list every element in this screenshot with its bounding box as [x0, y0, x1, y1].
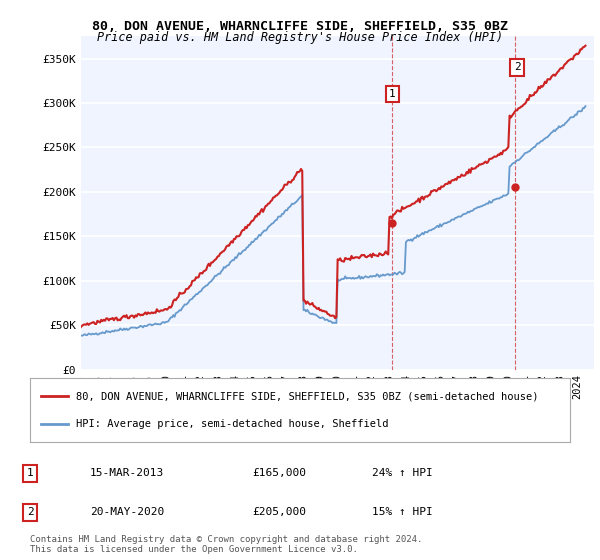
Text: 15-MAR-2013: 15-MAR-2013	[90, 468, 164, 478]
Text: 15% ↑ HPI: 15% ↑ HPI	[372, 507, 433, 517]
Text: 1: 1	[389, 89, 395, 99]
Text: £165,000: £165,000	[252, 468, 306, 478]
Text: 2: 2	[26, 507, 34, 517]
Text: 1: 1	[26, 468, 34, 478]
Text: £205,000: £205,000	[252, 507, 306, 517]
Text: Price paid vs. HM Land Registry's House Price Index (HPI): Price paid vs. HM Land Registry's House …	[97, 31, 503, 44]
Text: 80, DON AVENUE, WHARNCLIFFE SIDE, SHEFFIELD, S35 0BZ: 80, DON AVENUE, WHARNCLIFFE SIDE, SHEFFI…	[92, 20, 508, 32]
Text: 2: 2	[514, 63, 520, 72]
Text: 80, DON AVENUE, WHARNCLIFFE SIDE, SHEFFIELD, S35 0BZ (semi-detached house): 80, DON AVENUE, WHARNCLIFFE SIDE, SHEFFI…	[76, 391, 538, 401]
Text: Contains HM Land Registry data © Crown copyright and database right 2024.
This d: Contains HM Land Registry data © Crown c…	[30, 535, 422, 554]
Text: 24% ↑ HPI: 24% ↑ HPI	[372, 468, 433, 478]
Text: HPI: Average price, semi-detached house, Sheffield: HPI: Average price, semi-detached house,…	[76, 419, 388, 430]
Text: 20-MAY-2020: 20-MAY-2020	[90, 507, 164, 517]
